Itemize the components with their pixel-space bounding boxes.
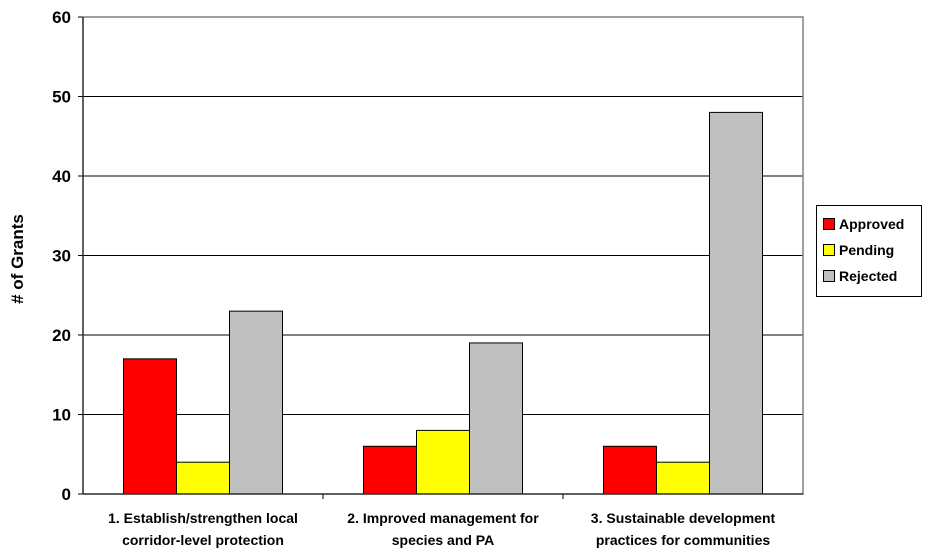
legend-label: Pending bbox=[839, 242, 895, 258]
bar-rejected bbox=[469, 342, 523, 495]
y-tick-labels: 0 10 20 30 40 50 60 bbox=[52, 8, 71, 504]
legend-swatch bbox=[823, 270, 835, 282]
bars bbox=[123, 111, 763, 495]
legend-label: Approved bbox=[839, 216, 905, 232]
category-label: 1. Establish/strengthen local corridor-le… bbox=[108, 510, 298, 548]
legend-swatch bbox=[823, 244, 835, 256]
legend-item-approved: Approved bbox=[817, 211, 921, 237]
legend-item-pending: Pending bbox=[817, 237, 921, 263]
gridlines bbox=[78, 16, 803, 495]
y-tick-label: 30 bbox=[52, 247, 71, 266]
y-tick-label: 10 bbox=[52, 406, 71, 425]
bar-rejected bbox=[709, 111, 763, 495]
y-tick-label: 40 bbox=[52, 167, 71, 186]
bar-pending bbox=[416, 429, 470, 495]
bar-approved bbox=[123, 358, 177, 495]
y-tick-label: 60 bbox=[52, 8, 71, 27]
y-axis-title: # of Grants bbox=[8, 214, 27, 304]
bar-approved bbox=[363, 445, 417, 495]
bar-approved bbox=[603, 445, 657, 495]
legend-item-rejected: Rejected bbox=[817, 263, 921, 289]
legend-label: Rejected bbox=[839, 268, 898, 284]
bar-rejected bbox=[229, 310, 283, 495]
bar-pending bbox=[656, 461, 710, 495]
bar-pending bbox=[176, 461, 230, 495]
category-labels: 1. Establish/strengthen local corridor-le… bbox=[108, 510, 775, 548]
y-tick-label: 50 bbox=[52, 88, 71, 107]
axes bbox=[82, 16, 804, 499]
category-label: 3. Sustainable development practices for … bbox=[591, 510, 776, 548]
category-label: 2. Improved management for species and PA bbox=[347, 510, 539, 548]
y-tick-label: 20 bbox=[52, 326, 71, 345]
y-tick-label: 0 bbox=[62, 485, 71, 504]
legend: Approved Pending Rejected bbox=[816, 205, 922, 297]
legend-swatch bbox=[823, 218, 835, 230]
